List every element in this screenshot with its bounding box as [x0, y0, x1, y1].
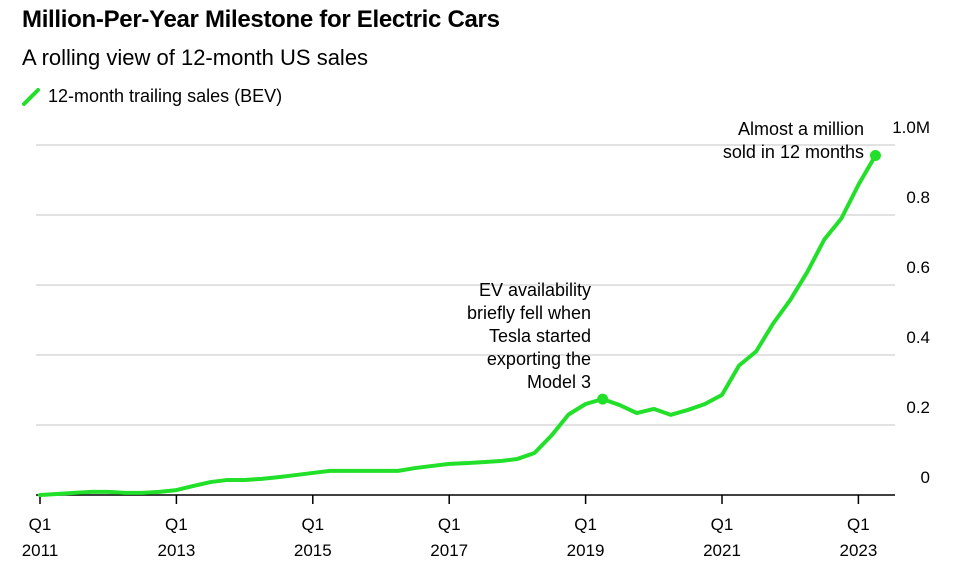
x-tick-year: 2013	[157, 541, 195, 560]
chart-title: Million-Per-Year Milestone for Electric …	[22, 6, 500, 33]
legend: 12-month trailing sales (BEV)	[22, 86, 282, 107]
y-tick-label: 0.8	[906, 188, 930, 207]
x-tick-quarter: Q1	[438, 515, 461, 534]
x-tick-quarter: Q1	[301, 515, 324, 534]
annotation-text: Tesla started	[489, 326, 591, 346]
y-tick-label: 0.4	[906, 328, 930, 347]
y-tick-label: 0.2	[906, 398, 930, 417]
series-line	[38, 153, 878, 497]
annotation-text: EV availability	[479, 280, 591, 300]
y-tick-label: 1.0M	[892, 118, 930, 137]
x-tick-quarter: Q1	[574, 515, 597, 534]
legend-line-icon	[22, 87, 40, 106]
x-tick-quarter: Q1	[847, 515, 870, 534]
x-tick-year: 2021	[703, 541, 741, 560]
annotation-dot	[597, 393, 609, 405]
x-tick-quarter: Q1	[711, 515, 734, 534]
annotation-text: exporting the	[487, 349, 591, 369]
x-tick-year: 2019	[567, 541, 605, 560]
x-tick-quarter: Q1	[165, 515, 188, 534]
annotation-text: Model 3	[527, 372, 591, 392]
x-tick-year: 2011	[22, 541, 59, 560]
annotation-text: sold in 12 months	[723, 142, 864, 162]
annotation-text: Almost a million	[738, 119, 864, 139]
legend-label: 12-month trailing sales (BEV)	[48, 86, 283, 106]
chart-subtitle: A rolling view of 12-month US sales	[22, 45, 369, 70]
y-tick-label: 0.6	[906, 258, 930, 277]
x-tick-quarter: Q1	[29, 515, 52, 534]
y-tick-label: 0	[921, 468, 930, 487]
annotation-text: briefly fell when	[467, 303, 591, 323]
x-tick-year: 2017	[430, 541, 468, 560]
x-tick-year: 2015	[294, 541, 332, 560]
x-tick-year: 2023	[839, 541, 877, 560]
annotation-dot	[869, 150, 881, 161]
